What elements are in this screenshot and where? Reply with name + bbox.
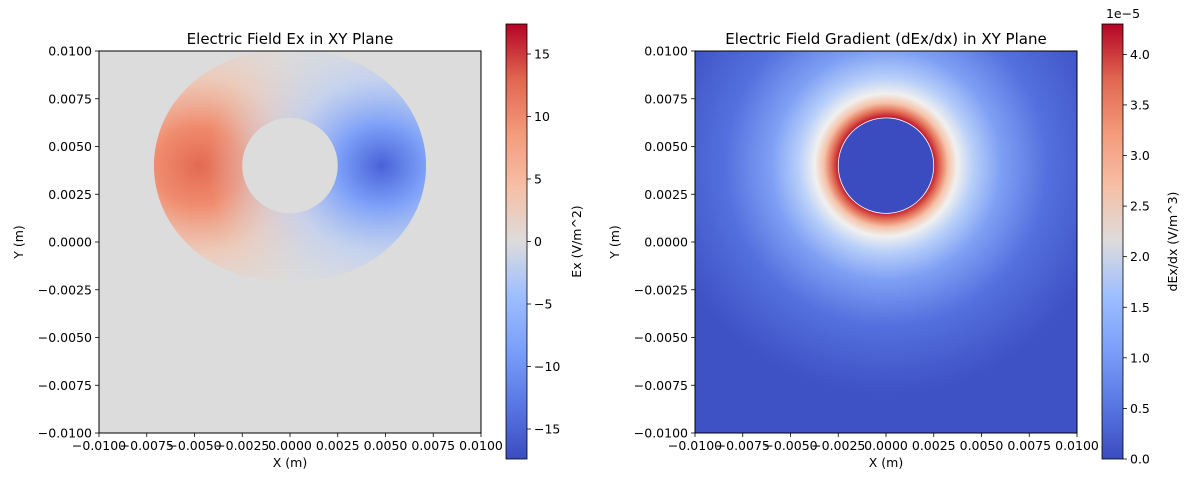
chart-title: Electric Field Ex in XY Plane [187, 30, 394, 48]
heatmap-image [695, 51, 1077, 433]
colorbar-tick-label: −5 [534, 297, 552, 312]
y-tick-label: −0.0075 [634, 378, 688, 393]
colorbar-tick-label: 0 [534, 234, 542, 249]
colorbar-tick-label: 1.0 [1130, 350, 1150, 365]
y-tick-label: 0.0025 [48, 187, 92, 202]
y-tick-label: 0.0025 [644, 187, 688, 202]
colorbar: 15 10 5 0 −5 −10 −15 Ex (V/m^2) [505, 23, 584, 460]
colorbar-tick-label: 10 [534, 109, 550, 124]
y-tick-label: 0.0100 [644, 44, 688, 59]
y-tick-label: −0.0100 [38, 426, 92, 441]
chart-title: Electric Field Gradient (dEx/dx) in XY P… [725, 30, 1046, 48]
x-tick-label: −0.0075 [120, 438, 174, 453]
x-tick-label: 0.0075 [411, 438, 455, 453]
y-tick-label: −0.0025 [38, 282, 92, 297]
y-axis-label: Y (m) [607, 225, 622, 260]
conductor-circle [242, 117, 338, 214]
colorbar-gradient [1101, 23, 1124, 460]
x-tick-label: −0.0100 [668, 438, 722, 453]
colorbar-tick-label: −15 [534, 422, 560, 437]
x-tick-label: 0.0025 [912, 438, 956, 453]
x-axis-label: X (m) [273, 455, 307, 470]
colorbar-label: dEx/dx (V/m^3) [1165, 192, 1180, 292]
colorbar-tick-label: 15 [534, 47, 550, 62]
colorbar-tick-label: 3.0 [1130, 148, 1150, 163]
x-tick-label: 0.0025 [316, 438, 360, 453]
y-tick-label: 0.0000 [644, 235, 688, 250]
y-tick-label: 0.0000 [48, 235, 92, 250]
x-tick-label: 0.0000 [268, 438, 312, 453]
x-tick-label: 0.0050 [960, 438, 1004, 453]
x-tick-label: 0.0050 [364, 438, 408, 453]
colorbar-tick-label: 5 [534, 172, 542, 187]
x-tick-label: 0.0075 [1007, 438, 1051, 453]
y-tick-label: −0.0025 [634, 282, 688, 297]
colorbar-tick-label: −10 [534, 359, 560, 374]
conductor-circle [837, 117, 935, 214]
x-tick-label: 0.0000 [864, 438, 908, 453]
x-tick-label: −0.0050 [763, 438, 817, 453]
y-tick-label: −0.0050 [634, 330, 688, 345]
colorbar-tick-label: 2.0 [1130, 249, 1150, 264]
colorbar-tick-label: 2.5 [1130, 199, 1150, 214]
x-tick-label: −0.0075 [716, 438, 770, 453]
y-tick-label: 0.0075 [644, 91, 688, 106]
colorbar-gradient [505, 23, 528, 460]
colorbar-offset-text: 1e−5 [1106, 6, 1140, 21]
heatmap-background [695, 51, 1077, 433]
x-tick-label: −0.0025 [215, 438, 269, 453]
x-tick-label: 0.0100 [459, 438, 503, 453]
x-tick-label: 0.0100 [1055, 438, 1099, 453]
colorbar-tick-label: 0.0 [1130, 452, 1150, 467]
x-tick-label: −0.0050 [167, 438, 221, 453]
y-tick-label: 0.0075 [48, 91, 92, 106]
heatmap-image [99, 51, 481, 433]
y-tick-label: −0.0100 [634, 426, 688, 441]
y-axis-label: Y (m) [11, 225, 26, 260]
x-tick-label: −0.0025 [811, 438, 865, 453]
colorbar-tick-label: 3.5 [1130, 97, 1150, 112]
colorbar-tick-label: 4.0 [1130, 47, 1150, 62]
y-tick-label: 0.0100 [48, 44, 92, 59]
y-tick-label: 0.0050 [48, 139, 92, 154]
colorbar-tick-label: 1.5 [1130, 300, 1150, 315]
colorbar-tick-label: 0.5 [1130, 401, 1150, 416]
colorbar-label: Ex (V/m^2) [569, 205, 584, 277]
x-axis-label: X (m) [869, 455, 903, 470]
y-tick-label: −0.0075 [38, 378, 92, 393]
y-tick-label: −0.0050 [38, 330, 92, 345]
colorbar: 4.0 3.5 3.0 2.5 2.0 1.5 1.0 0.5 0.0 1e−5 dEx/dx (V… [1101, 6, 1180, 467]
y-tick-label: 0.0050 [644, 139, 688, 154]
x-tick-label: −0.0100 [72, 438, 126, 453]
